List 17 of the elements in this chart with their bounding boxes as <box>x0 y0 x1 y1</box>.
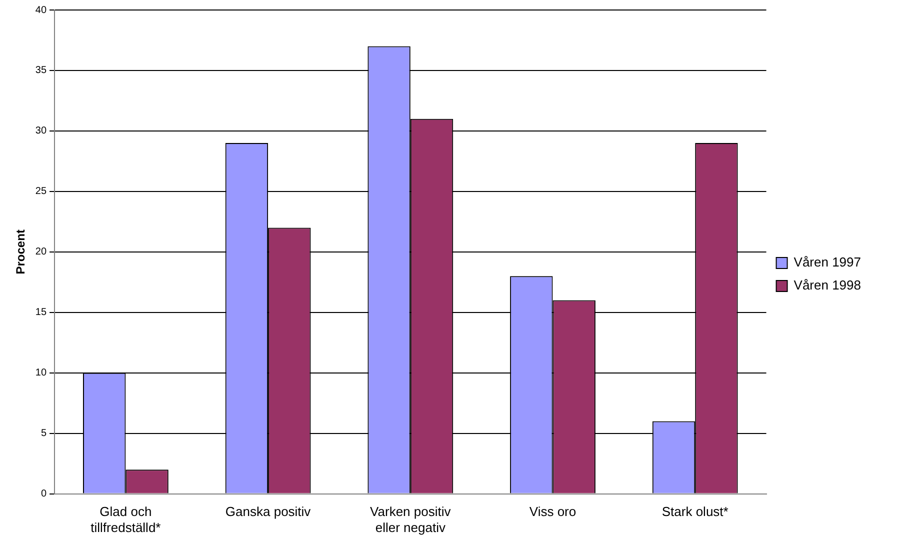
y-tick-label: 0 <box>40 488 47 500</box>
y-tick-label: 10 <box>35 368 47 379</box>
x-tick-label: Viss oro <box>529 504 576 520</box>
x-tick-label: Ganska positiv <box>225 504 312 520</box>
x-tick-label: Varken positiv eller negativ <box>370 504 452 535</box>
x-tick-label: Stark olust* <box>662 504 728 520</box>
y-tick-label: 15 <box>35 307 47 318</box>
y-tick-label: 35 <box>35 65 47 76</box>
y-tick-label: 30 <box>35 126 47 137</box>
x-tick-label: Glad och tillfredställd* <box>90 504 161 535</box>
legend-label: Våren 1998 <box>794 278 862 293</box>
y-tick-label: 25 <box>35 186 47 198</box>
y-tick-label: 40 <box>35 4 47 16</box>
y-tick-label: 5 <box>40 428 47 440</box>
y-tick-label: 20 <box>35 246 47 258</box>
y-axis-title: Procent <box>14 230 28 274</box>
legend-label: Våren 1997 <box>794 254 862 270</box>
